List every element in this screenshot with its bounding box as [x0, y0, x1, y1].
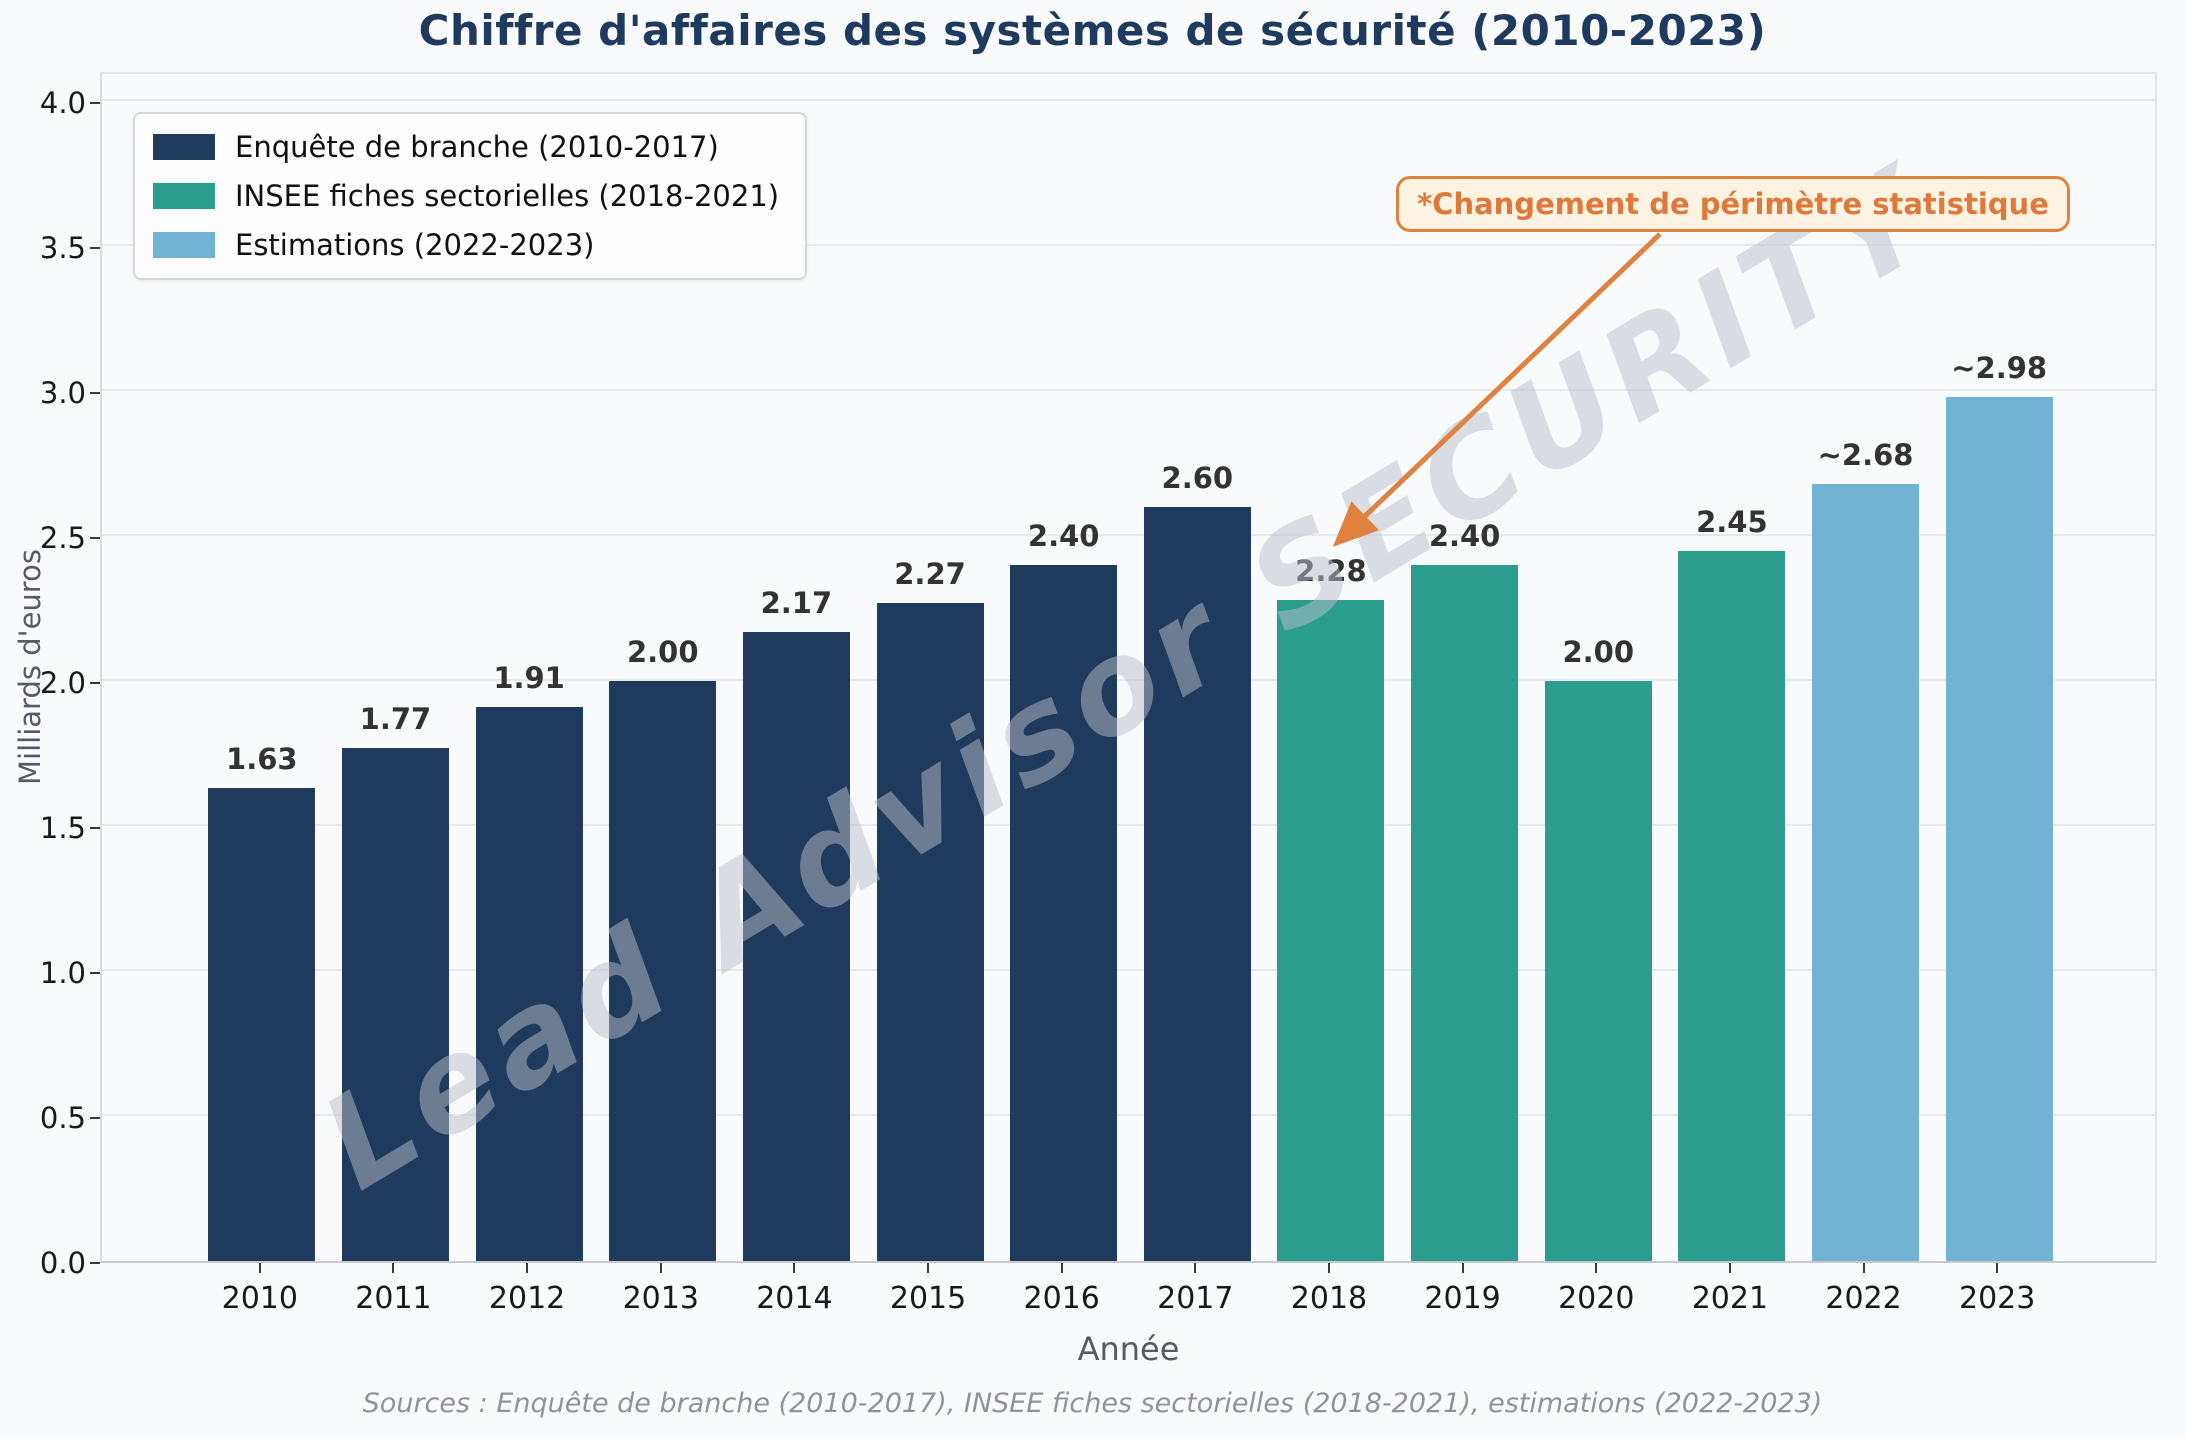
bar-value-label-2023: ~2.98	[1951, 350, 2048, 385]
x-tick-label-2021: 2021	[1691, 1281, 1769, 1316]
legend-label-2: Estimations (2022-2023)	[235, 228, 595, 262]
x-tick-label-2020: 2020	[1558, 1281, 1635, 1316]
bar-value-label-2017: 2.60	[1161, 461, 1234, 495]
x-tick-label-2016: 2016	[1023, 1281, 1100, 1316]
legend-label-1: INSEE fiches sectorielles (2018-2021)	[235, 179, 780, 213]
x-tick-label-2010: 2010	[221, 1281, 298, 1316]
bar-2017	[1143, 507, 1251, 1261]
bar-2022	[1812, 483, 1920, 1261]
y-tick-mark	[90, 392, 100, 394]
x-tick-mark	[1996, 1263, 1999, 1273]
bar-value-label-2020: 2.00	[1562, 635, 1635, 669]
x-tick-label-2017: 2017	[1157, 1281, 1234, 1316]
gridline-0.5	[102, 1114, 2155, 1116]
y-tick-mark	[90, 102, 100, 104]
y-tick-label-0.5: 0.5	[39, 1101, 86, 1135]
y-tick-mark	[90, 1262, 100, 1264]
plot-area: Lead Advisor SECURITY 1.63 1.77 1.91 2.00 2.…	[100, 72, 2157, 1263]
legend-swatch-0	[153, 134, 215, 160]
bar-2020	[1544, 681, 1652, 1261]
gridline-2.0	[102, 679, 2155, 681]
bar-value-label-2015: 2.27	[894, 556, 966, 591]
y-tick-label-3.0: 3.0	[39, 376, 86, 410]
y-tick-label-2.0: 2.0	[39, 666, 86, 700]
bar-2012	[475, 707, 583, 1261]
x-tick-mark	[1327, 1263, 1330, 1273]
x-tick-mark	[258, 1263, 261, 1273]
y-tick-label-1.5: 1.5	[39, 811, 86, 845]
legend-item-0: Enquête de branche (2010-2017)	[153, 130, 779, 164]
bar-value-label-2012: 1.91	[493, 661, 565, 696]
x-tick-label-2015: 2015	[889, 1281, 967, 1316]
legend-item-1: INSEE fiches sectorielles (2018-2021)	[153, 179, 779, 213]
gridline-3.0	[102, 389, 2155, 391]
bar-value-label-2014: 2.17	[760, 585, 833, 620]
bar-2010	[208, 788, 316, 1261]
bar-2021	[1678, 550, 1786, 1261]
y-tick-mark	[90, 682, 100, 684]
bar-value-label-2013: 2.00	[626, 635, 699, 669]
legend-swatch-2	[153, 232, 215, 258]
bar-value-label-2018: 2.28	[1295, 553, 1367, 588]
x-tick-mark	[1194, 1263, 1197, 1273]
gridline-3.5	[102, 244, 2155, 246]
bar-2023	[1945, 396, 2053, 1261]
bar-2011	[341, 747, 449, 1261]
x-tick-mark	[1461, 1263, 1464, 1273]
chart-title: Chiffre d'affaires des systèmes de sécur…	[418, 6, 1767, 55]
bar-value-label-2010: 1.63	[226, 742, 298, 777]
x-tick-mark	[1060, 1263, 1063, 1273]
x-tick-label-2013: 2013	[622, 1281, 699, 1316]
y-tick-label-0.0: 0.0	[39, 1246, 86, 1280]
x-tick-label-2023: 2023	[1958, 1281, 2036, 1316]
bar-2018	[1277, 599, 1385, 1261]
source-caption: Sources : Enquête de branche (2010-2017)…	[362, 1388, 1823, 1419]
bar-2019	[1411, 565, 1519, 1261]
y-tick-mark	[90, 537, 100, 539]
gridline-1.5	[102, 824, 2155, 826]
y-tick-label-1.0: 1.0	[39, 956, 86, 990]
x-tick-mark	[1595, 1263, 1598, 1273]
legend: Enquête de branche (2010-2017) INSEE fich…	[133, 112, 808, 280]
x-tick-label-2012: 2012	[488, 1281, 566, 1316]
legend-label-0: Enquête de branche (2010-2017)	[235, 130, 719, 164]
y-tick-label-2.5: 2.5	[39, 521, 86, 555]
x-tick-mark	[793, 1263, 796, 1273]
x-tick-label-2014: 2014	[756, 1281, 833, 1316]
bar-2014	[742, 631, 850, 1261]
x-tick-mark	[392, 1263, 395, 1273]
x-tick-mark	[526, 1263, 529, 1273]
x-tick-label-2011: 2011	[355, 1281, 432, 1316]
annotation-callout: *Changement de périmètre statistique	[1396, 176, 2070, 232]
y-tick-mark	[90, 827, 100, 829]
gridline-4.0	[102, 99, 2155, 101]
x-tick-label-2018: 2018	[1290, 1281, 1368, 1316]
gridline-2.5	[102, 534, 2155, 536]
y-tick-label-4.0: 4.0	[39, 86, 86, 120]
x-tick-mark	[1862, 1263, 1865, 1273]
x-axis-label: Année	[1077, 1330, 1180, 1368]
bar-value-label-2011: 1.77	[359, 701, 432, 736]
y-tick-mark	[90, 247, 100, 249]
y-tick-mark	[90, 1117, 100, 1119]
x-tick-mark	[927, 1263, 930, 1273]
y-tick-mark	[90, 972, 100, 974]
x-tick-mark	[1728, 1263, 1731, 1273]
x-tick-label-2019: 2019	[1424, 1281, 1501, 1316]
legend-swatch-1	[153, 183, 215, 209]
y-tick-label-3.5: 3.5	[39, 231, 86, 265]
gridline-1.0	[102, 969, 2155, 971]
bar-2015	[876, 602, 984, 1261]
bar-2016	[1010, 565, 1118, 1261]
legend-item-2: Estimations (2022-2023)	[153, 228, 779, 262]
bar-value-label-2016: 2.40	[1027, 519, 1100, 553]
bar-value-label-2022: ~2.68	[1817, 437, 1914, 472]
x-tick-mark	[659, 1263, 662, 1273]
bar-value-label-2021: 2.45	[1696, 504, 1768, 539]
bar-2013	[609, 681, 717, 1261]
x-tick-label-2022: 2022	[1825, 1281, 1902, 1316]
